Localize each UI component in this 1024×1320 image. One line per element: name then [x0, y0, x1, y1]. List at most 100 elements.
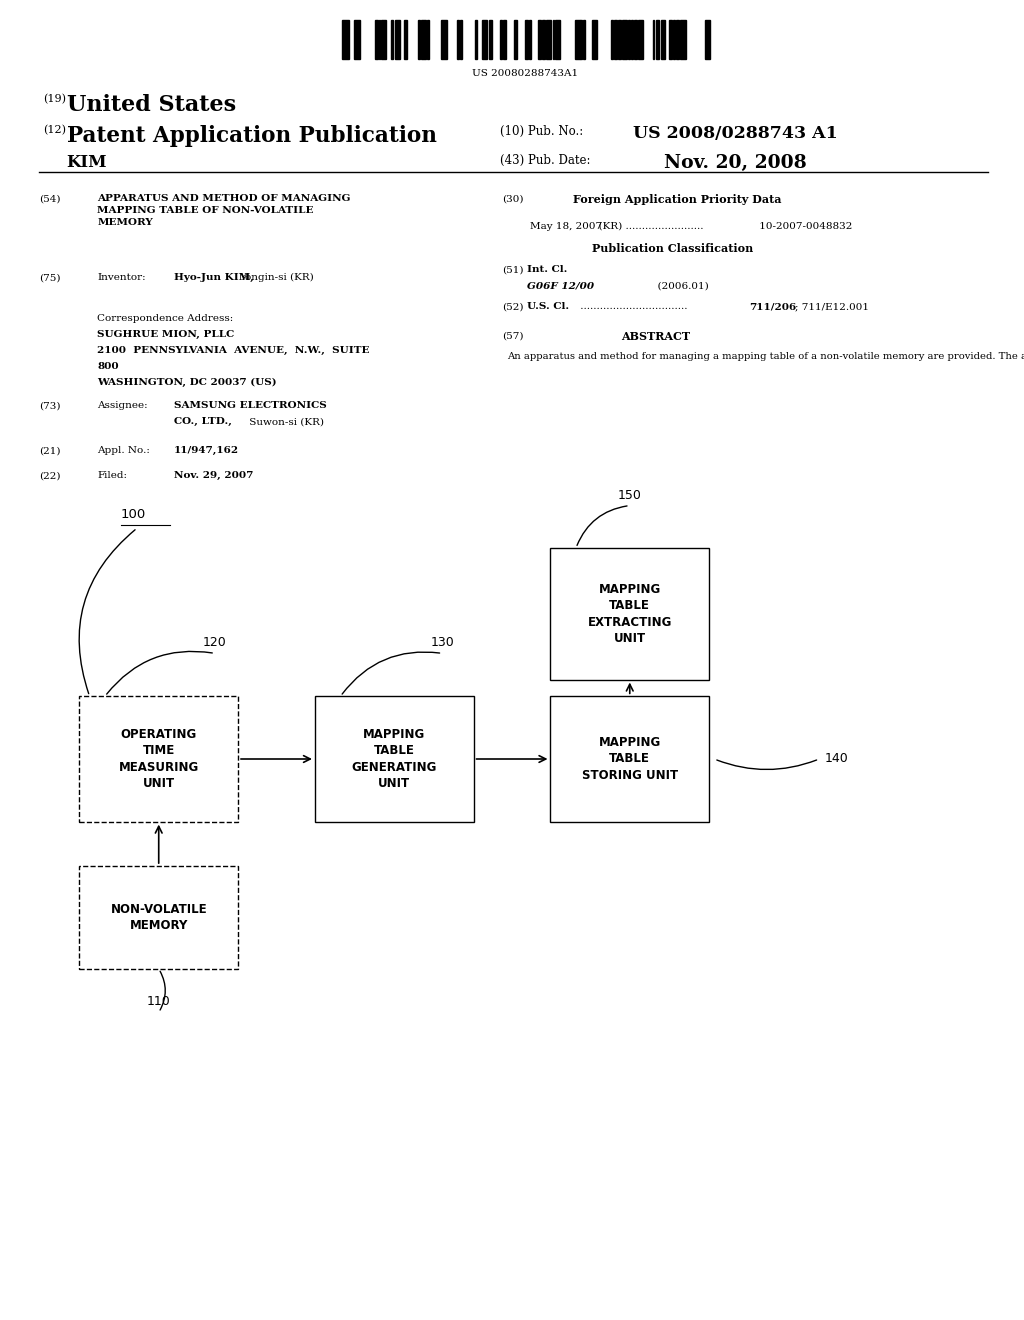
- Bar: [583, 20, 585, 59]
- Text: (22): (22): [39, 471, 60, 480]
- Bar: [353, 20, 360, 59]
- Text: 711/206: 711/206: [750, 302, 797, 312]
- Text: US 20080288743A1: US 20080288743A1: [472, 69, 579, 78]
- Text: Hyo-Jun KIM,: Hyo-Jun KIM,: [174, 273, 254, 282]
- Bar: [611, 20, 613, 59]
- FancyBboxPatch shape: [80, 866, 238, 969]
- Text: Nov. 20, 2008: Nov. 20, 2008: [664, 154, 806, 173]
- Bar: [460, 20, 462, 59]
- Text: KIM: KIM: [67, 154, 108, 172]
- Bar: [488, 20, 492, 59]
- Text: MAPPING
TABLE
EXTRACTING
UNIT: MAPPING TABLE EXTRACTING UNIT: [588, 582, 672, 645]
- Text: (2006.01): (2006.01): [625, 281, 709, 290]
- Text: MAPPING
TABLE
STORING UNIT: MAPPING TABLE STORING UNIT: [582, 737, 678, 781]
- Bar: [503, 20, 506, 59]
- Bar: [457, 20, 459, 59]
- Text: ABSTRACT: ABSTRACT: [621, 331, 690, 342]
- Bar: [680, 20, 686, 59]
- Text: 11/947,162: 11/947,162: [174, 446, 240, 455]
- Text: (10) Pub. No.:: (10) Pub. No.:: [500, 125, 583, 139]
- Bar: [375, 20, 378, 59]
- Text: WASHINGTON, DC 20037 (US): WASHINGTON, DC 20037 (US): [97, 378, 276, 387]
- Bar: [623, 20, 627, 59]
- FancyBboxPatch shape: [315, 697, 473, 821]
- Text: (43) Pub. Date:: (43) Pub. Date:: [500, 154, 590, 168]
- Text: Filed:: Filed:: [97, 471, 127, 480]
- Text: US 2008/0288743 A1: US 2008/0288743 A1: [633, 125, 838, 143]
- Text: 130: 130: [430, 636, 455, 649]
- Bar: [427, 20, 429, 59]
- Bar: [404, 20, 407, 59]
- Bar: [676, 20, 679, 59]
- Text: (30): (30): [502, 194, 523, 203]
- Text: (54): (54): [39, 194, 60, 203]
- Text: 140: 140: [824, 752, 848, 766]
- Bar: [617, 20, 621, 59]
- Text: CO., LTD.,: CO., LTD.,: [174, 417, 232, 426]
- Bar: [613, 20, 616, 59]
- Text: (KR) ........................: (KR) ........................: [592, 222, 703, 231]
- Text: (57): (57): [502, 331, 523, 341]
- Bar: [574, 20, 580, 59]
- Text: ; 711/E12.001: ; 711/E12.001: [795, 302, 868, 312]
- Bar: [660, 20, 666, 59]
- Text: Inventor:: Inventor:: [97, 273, 145, 282]
- Text: G06F 12/00: G06F 12/00: [527, 281, 595, 290]
- Bar: [418, 20, 420, 59]
- Text: (73): (73): [39, 401, 60, 411]
- Text: (12): (12): [43, 125, 66, 136]
- Text: (19): (19): [43, 94, 66, 104]
- Bar: [673, 20, 675, 59]
- Bar: [514, 20, 517, 59]
- Text: May 18, 2007: May 18, 2007: [530, 222, 602, 231]
- Text: (51): (51): [502, 265, 523, 275]
- Bar: [529, 20, 530, 59]
- Text: 800: 800: [97, 362, 119, 371]
- Text: (52): (52): [502, 302, 523, 312]
- Text: NON-VOLATILE
MEMORY: NON-VOLATILE MEMORY: [111, 903, 207, 932]
- Bar: [391, 20, 393, 59]
- Bar: [553, 20, 554, 59]
- Bar: [670, 20, 672, 59]
- Text: Patent Application Publication: Patent Application Publication: [67, 125, 436, 148]
- Text: United States: United States: [67, 94, 236, 116]
- Bar: [501, 20, 502, 59]
- Bar: [634, 20, 637, 59]
- Bar: [342, 20, 349, 59]
- Bar: [555, 20, 560, 59]
- Bar: [631, 20, 633, 59]
- Bar: [652, 20, 654, 59]
- Text: Assignee:: Assignee:: [97, 401, 147, 411]
- Bar: [546, 20, 551, 59]
- Text: An apparatus and method for managing a mapping table of a non-volatile memory ar: An apparatus and method for managing a m…: [507, 352, 1024, 362]
- Bar: [475, 20, 477, 59]
- Text: Nov. 29, 2007: Nov. 29, 2007: [174, 471, 254, 480]
- FancyBboxPatch shape: [551, 548, 709, 680]
- Bar: [422, 20, 426, 59]
- FancyBboxPatch shape: [80, 697, 238, 821]
- Bar: [395, 20, 399, 59]
- Bar: [628, 20, 630, 59]
- Bar: [379, 20, 380, 59]
- Bar: [542, 20, 545, 59]
- Bar: [539, 20, 542, 59]
- Text: SUGHRUE MION, PLLC: SUGHRUE MION, PLLC: [97, 330, 234, 339]
- Text: APPARATUS AND METHOD OF MANAGING
MAPPING TABLE OF NON-VOLATILE
MEMORY: APPARATUS AND METHOD OF MANAGING MAPPING…: [97, 194, 351, 227]
- Bar: [441, 20, 447, 59]
- Text: Publication Classification: Publication Classification: [592, 243, 753, 253]
- Text: 10-2007-0048832: 10-2007-0048832: [756, 222, 852, 231]
- Text: 100: 100: [121, 508, 146, 521]
- Text: Int. Cl.: Int. Cl.: [527, 265, 567, 275]
- Bar: [381, 20, 386, 59]
- Bar: [638, 20, 643, 59]
- Bar: [656, 20, 659, 59]
- FancyBboxPatch shape: [551, 697, 709, 821]
- Text: 150: 150: [617, 488, 642, 502]
- Bar: [524, 20, 527, 59]
- Bar: [706, 20, 710, 59]
- Bar: [581, 20, 583, 59]
- Text: Foreign Application Priority Data: Foreign Application Priority Data: [573, 194, 782, 205]
- Text: (21): (21): [39, 446, 60, 455]
- Text: SAMSUNG ELECTRONICS: SAMSUNG ELECTRONICS: [174, 401, 327, 411]
- Text: OPERATING
TIME
MEASURING
UNIT: OPERATING TIME MEASURING UNIT: [119, 727, 199, 791]
